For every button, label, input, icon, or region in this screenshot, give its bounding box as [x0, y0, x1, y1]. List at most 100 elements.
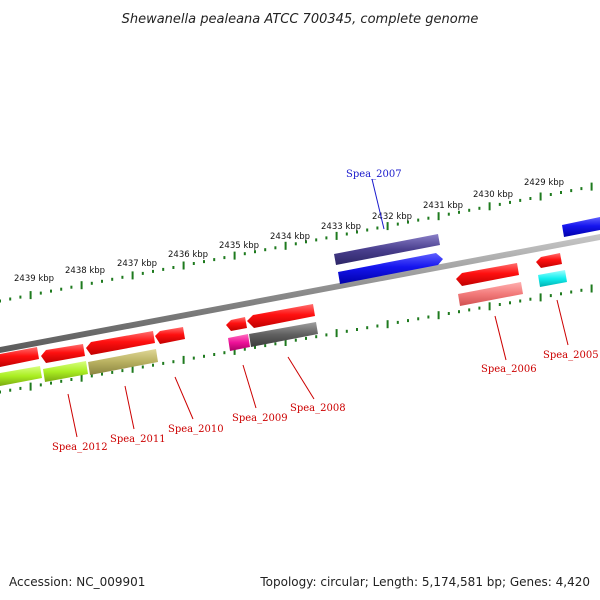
leader-spea-2010: [174, 376, 194, 420]
kbp-minor-tick: [60, 287, 63, 291]
kbp-minor-tick: [549, 294, 552, 298]
kbp-minor-tick: [223, 351, 226, 355]
gene-spea-2009[interactable]: [226, 317, 247, 331]
kbp-minor-tick: [509, 301, 511, 305]
gene-spea-2010[interactable]: [155, 327, 185, 344]
kbp-minor-tick: [0, 390, 1, 394]
leader-spea-2012: [67, 393, 78, 438]
gene-spea-2006-cog[interactable]: [458, 282, 523, 306]
kbp-minor-tick: [580, 187, 583, 191]
kbp-minor-tick: [305, 336, 307, 340]
gene-spea-2007-cog[interactable]: [334, 234, 440, 265]
kbp-major-tick: [335, 231, 338, 240]
kbp-minor-tick: [19, 386, 22, 390]
kbp-minor-tick: [356, 230, 358, 234]
kbp-labels: 2439 kbp 2438 kbp 2437 kbp 2436 kbp 2435…: [14, 178, 564, 284]
gene-label-spea-2007[interactable]: Spea_2007: [346, 169, 402, 180]
kbp-minor-tick: [498, 303, 501, 306]
kbp-minor-tick: [509, 200, 511, 204]
gene-spea-2006[interactable]: [456, 263, 519, 286]
kbp-minor-tick: [580, 288, 583, 292]
kbp-minor-tick: [478, 306, 481, 310]
kbp-major-tick: [539, 192, 542, 201]
kbp-minor-tick: [70, 285, 73, 289]
kbp-minor-tick: [356, 328, 358, 331]
kbp-major-tick: [437, 212, 440, 221]
gene-label-spea-2012[interactable]: Spea_2012: [52, 442, 108, 453]
gene-label-spea-2011[interactable]: Spea_2011: [110, 434, 166, 445]
kbp-label: 2434 kbp: [270, 232, 310, 242]
kbp-label: 2432 kbp: [372, 212, 412, 222]
kbp-minor-tick: [366, 326, 369, 330]
kbp-major-tick: [29, 291, 32, 300]
kbp-minor-tick: [447, 312, 450, 315]
kbp-minor-tick: [111, 277, 114, 281]
kbp-minor-tick: [213, 353, 216, 356]
kbp-minor-tick: [172, 266, 175, 269]
kbp-major-tick: [386, 320, 389, 329]
kbp-label: 2436 kbp: [168, 250, 208, 260]
gene-labels: Spea_2007 Spea_2005 Spea_2006 Spea_2008 …: [52, 169, 599, 453]
kbp-minor-tick: [345, 232, 348, 236]
gene-spea-2009-cog[interactable]: [228, 334, 250, 351]
kbp-label: 2438 kbp: [65, 266, 105, 276]
kbp-label: 2430 kbp: [473, 190, 513, 200]
kbp-label: 2435 kbp: [219, 241, 259, 251]
gene-spea-2011-cog[interactable]: [88, 349, 158, 375]
kbp-minor-tick: [111, 370, 114, 374]
kbp-label: 2429 kbp: [524, 178, 564, 188]
gene-spea-2008-cog[interactable]: [249, 322, 318, 347]
gene-spea-2013[interactable]: [0, 347, 39, 367]
kbp-minor-tick: [519, 299, 522, 303]
kbp-minor-tick: [396, 320, 399, 324]
gene-label-spea-2009[interactable]: Spea_2009: [232, 413, 288, 424]
kbp-minor-tick: [0, 299, 1, 303]
gene-label-spea-2006[interactable]: Spea_2006: [481, 364, 537, 375]
kbp-minor-tick: [560, 191, 562, 194]
gene-spea-2005-cog[interactable]: [538, 270, 567, 287]
kbp-minor-tick: [39, 383, 42, 387]
gene-spea-2008[interactable]: [247, 304, 315, 328]
kbp-minor-tick: [549, 193, 552, 196]
kbp-minor-tick: [90, 281, 93, 285]
kbp-minor-tick: [407, 319, 409, 323]
kbp-minor-tick: [305, 240, 307, 244]
kbp-minor-tick: [325, 333, 328, 337]
kbp-major-tick: [80, 373, 83, 382]
leader-spea-2007: [371, 178, 385, 230]
gene-spea-2013-cog[interactable]: [0, 366, 42, 386]
kbp-minor-tick: [458, 210, 460, 214]
kbp-minor-tick: [294, 338, 297, 342]
kbp-major-tick: [386, 222, 389, 231]
kbp-minor-tick: [376, 324, 379, 328]
kbp-major-tick: [335, 329, 338, 338]
kbp-major-tick: [590, 182, 593, 191]
kbp-minor-tick: [60, 379, 63, 383]
kbp-minor-tick: [529, 297, 532, 301]
kbp-minor-tick: [162, 267, 165, 271]
kbp-minor-tick: [70, 378, 73, 381]
gene-spea-2011[interactable]: [86, 331, 155, 355]
kbp-minor-tick: [264, 344, 267, 348]
gene-spea-2005[interactable]: [536, 253, 562, 268]
leader-spea-2011: [124, 385, 135, 430]
gene-spea-2007[interactable]: [338, 253, 443, 284]
gene-label-spea-2005[interactable]: Spea_2005: [543, 350, 599, 361]
kbp-major-tick: [488, 202, 491, 211]
kbp-minor-tick: [101, 279, 103, 283]
kbp-minor-tick: [39, 291, 42, 295]
accession-text: Accession: NC_009901: [9, 575, 146, 589]
leader-spea-2008: [287, 356, 315, 400]
kbp-major-tick: [233, 346, 236, 355]
kbp-major-tick: [29, 382, 32, 391]
kbp-minor-tick: [529, 197, 532, 200]
label-leaders: [67, 178, 569, 438]
kbp-minor-tick: [162, 361, 165, 365]
gene-label-spea-2010[interactable]: Spea_2010: [168, 424, 224, 435]
gene-spea-2004[interactable]: [562, 217, 600, 237]
gene-spea-2012-cog[interactable]: [43, 361, 88, 382]
kbp-major-tick: [80, 281, 83, 290]
kbp-minor-tick: [427, 315, 430, 319]
gene-label-spea-2008[interactable]: Spea_2008: [290, 403, 346, 414]
gene-spea-2012[interactable]: [41, 344, 85, 363]
